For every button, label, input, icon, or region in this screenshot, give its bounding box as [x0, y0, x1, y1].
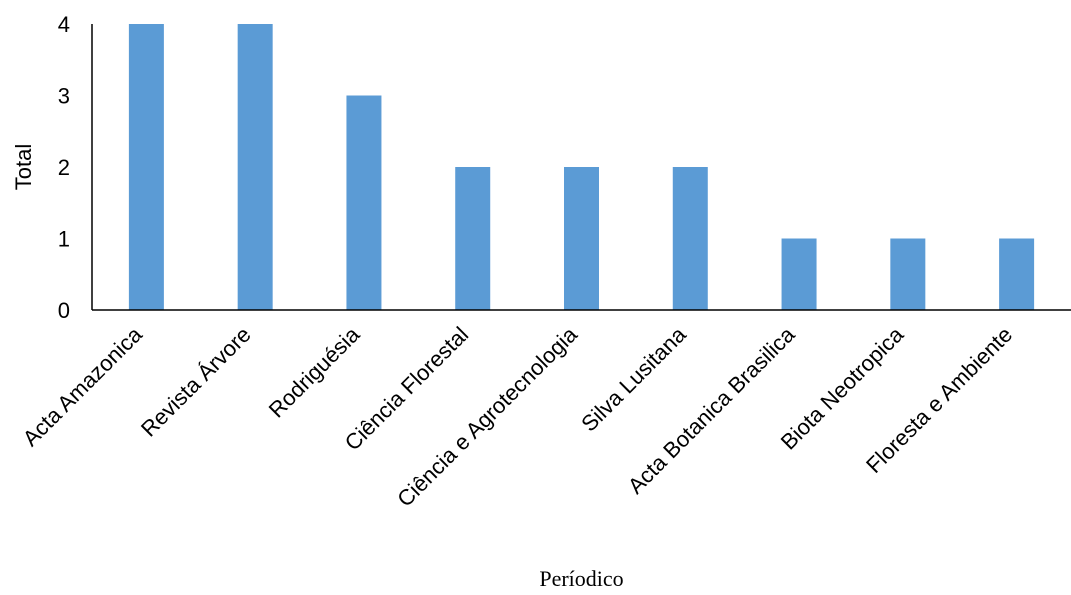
y-tick-labels: 0 1 2 3 4 [58, 12, 70, 323]
y-tick-label-3: 3 [58, 84, 70, 109]
y-tick-label-2: 2 [58, 155, 70, 180]
x-category-label-1: Revista Árvore [136, 322, 256, 442]
bar-6 [781, 238, 817, 310]
bar-3 [455, 167, 491, 310]
bar-2 [346, 95, 382, 310]
y-tick-label-0: 0 [58, 298, 70, 323]
x-category-label-0: Acta Amazonica [18, 321, 148, 451]
bar-0 [128, 24, 164, 310]
bars-group [128, 24, 1035, 310]
x-category-label-2: Rodriguésia [264, 321, 365, 422]
axes-group [91, 24, 1071, 311]
bar-4 [564, 167, 599, 310]
x-category-label-5: Silva Lusitana [576, 321, 691, 436]
bar-8 [999, 238, 1035, 310]
y-tick-label-1: 1 [58, 227, 70, 252]
x-category-label-4: Ciência e Agrotecnologia [392, 321, 582, 511]
bar-7 [890, 238, 926, 310]
x-axis-title: Períodico [539, 566, 623, 591]
y-axis-title: Total [11, 144, 36, 190]
y-tick-label-4: 4 [58, 12, 70, 37]
bar-5 [672, 167, 708, 310]
bar-1 [237, 24, 273, 310]
